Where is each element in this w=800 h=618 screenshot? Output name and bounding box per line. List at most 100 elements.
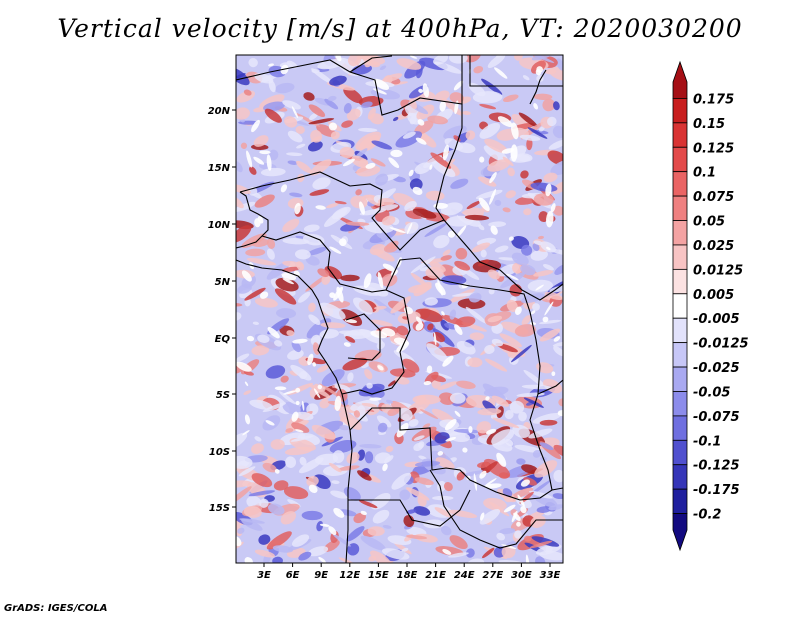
field-patch	[374, 452, 391, 464]
lon-label: 24E	[454, 570, 475, 581]
field-patch	[342, 158, 355, 167]
field-patch	[480, 249, 487, 258]
field-patch	[340, 274, 360, 282]
field-patch	[243, 89, 252, 96]
field-patch	[499, 333, 522, 348]
field-patch	[306, 476, 319, 487]
field-patch	[284, 446, 313, 456]
field-patch	[392, 116, 399, 122]
field-patch	[282, 278, 294, 285]
field-patch	[508, 236, 514, 241]
field-patch	[257, 216, 264, 224]
field-patch	[313, 388, 321, 399]
colorbar-label: -0.0125	[693, 337, 749, 352]
field-patch	[287, 130, 303, 143]
field-patch	[454, 100, 459, 115]
field-patch	[339, 238, 347, 247]
field-patch	[533, 240, 543, 246]
field-patch	[521, 293, 545, 304]
colorbar-label: -0.125	[693, 459, 740, 474]
map-title: Vertical velocity [m/s] at 400hPa, VT: 2…	[57, 14, 743, 43]
field-patch	[488, 288, 495, 295]
field-patch	[254, 549, 275, 558]
field-patch	[532, 412, 562, 424]
field-patch	[273, 480, 289, 491]
field-patch	[377, 365, 384, 371]
field-patch	[370, 330, 388, 339]
field-patch	[295, 125, 305, 134]
field-patch	[424, 222, 448, 237]
field-patch	[531, 310, 536, 315]
field-patch	[552, 493, 563, 500]
colorbar-label: -0.025	[693, 361, 740, 376]
field-patch	[546, 248, 563, 257]
field-patch	[487, 269, 500, 280]
colorbar-label: -0.05	[693, 385, 730, 400]
field-patch	[364, 368, 373, 380]
field-patch	[343, 342, 351, 347]
field-patch	[413, 506, 431, 516]
colorbar-segment	[672, 122, 688, 148]
field-patch	[358, 499, 378, 509]
field-patch	[454, 260, 471, 271]
field-patch	[308, 302, 316, 313]
field-patch	[501, 544, 517, 549]
field-patch	[550, 160, 563, 176]
colorbar-label: 0.0125	[693, 263, 743, 278]
field-patch	[345, 336, 356, 343]
field-patch	[397, 311, 421, 324]
field-patch	[552, 180, 563, 194]
field-patch	[307, 546, 329, 557]
field-patch	[310, 129, 323, 143]
field-patch	[359, 134, 380, 152]
field-patch	[353, 512, 366, 524]
field-patch	[315, 205, 326, 210]
field-patch	[339, 146, 355, 159]
field-patch	[440, 525, 452, 536]
field-patch	[494, 67, 508, 79]
field-patch	[371, 140, 392, 150]
field-patch	[367, 526, 385, 537]
field-patch	[370, 319, 393, 327]
field-patch	[282, 218, 300, 233]
colorbar-label: 0.15	[693, 117, 725, 132]
field-patch	[314, 453, 339, 466]
field-patch	[276, 308, 297, 319]
field-patch	[294, 429, 304, 433]
field-patch	[388, 379, 398, 387]
field-patch	[285, 428, 294, 433]
field-patch	[536, 506, 552, 513]
field-patch	[480, 512, 485, 521]
border-nigeria-cameroon	[261, 231, 421, 293]
border-tanzania	[529, 419, 553, 491]
field-patch	[274, 386, 287, 391]
field-patch	[511, 487, 534, 499]
field-patch	[528, 428, 553, 439]
field-patch	[254, 297, 278, 308]
field-patch	[253, 135, 269, 147]
field-patch	[465, 306, 487, 324]
field-patch	[253, 156, 265, 165]
lon-label: 18E	[397, 570, 418, 581]
field-patch	[272, 545, 294, 553]
field-patch	[316, 520, 324, 532]
field-patch	[236, 455, 253, 469]
field-patch	[483, 145, 508, 163]
field-patch	[519, 134, 541, 141]
field-patch	[392, 176, 406, 183]
field-patch	[385, 399, 393, 404]
field-patch	[364, 451, 374, 464]
field-patch	[236, 361, 252, 372]
field-patch	[299, 456, 307, 466]
field-patch	[530, 515, 546, 528]
field-patch	[382, 215, 396, 226]
field-patch	[523, 208, 532, 216]
colorbar-label: 0.005	[693, 288, 734, 303]
field-patch	[236, 183, 251, 195]
field-patch	[358, 383, 385, 397]
field-patch	[355, 189, 362, 196]
field-patch	[485, 396, 490, 401]
field-patch	[311, 424, 336, 440]
colorbar-segment	[672, 171, 688, 197]
field-patch	[236, 535, 242, 547]
